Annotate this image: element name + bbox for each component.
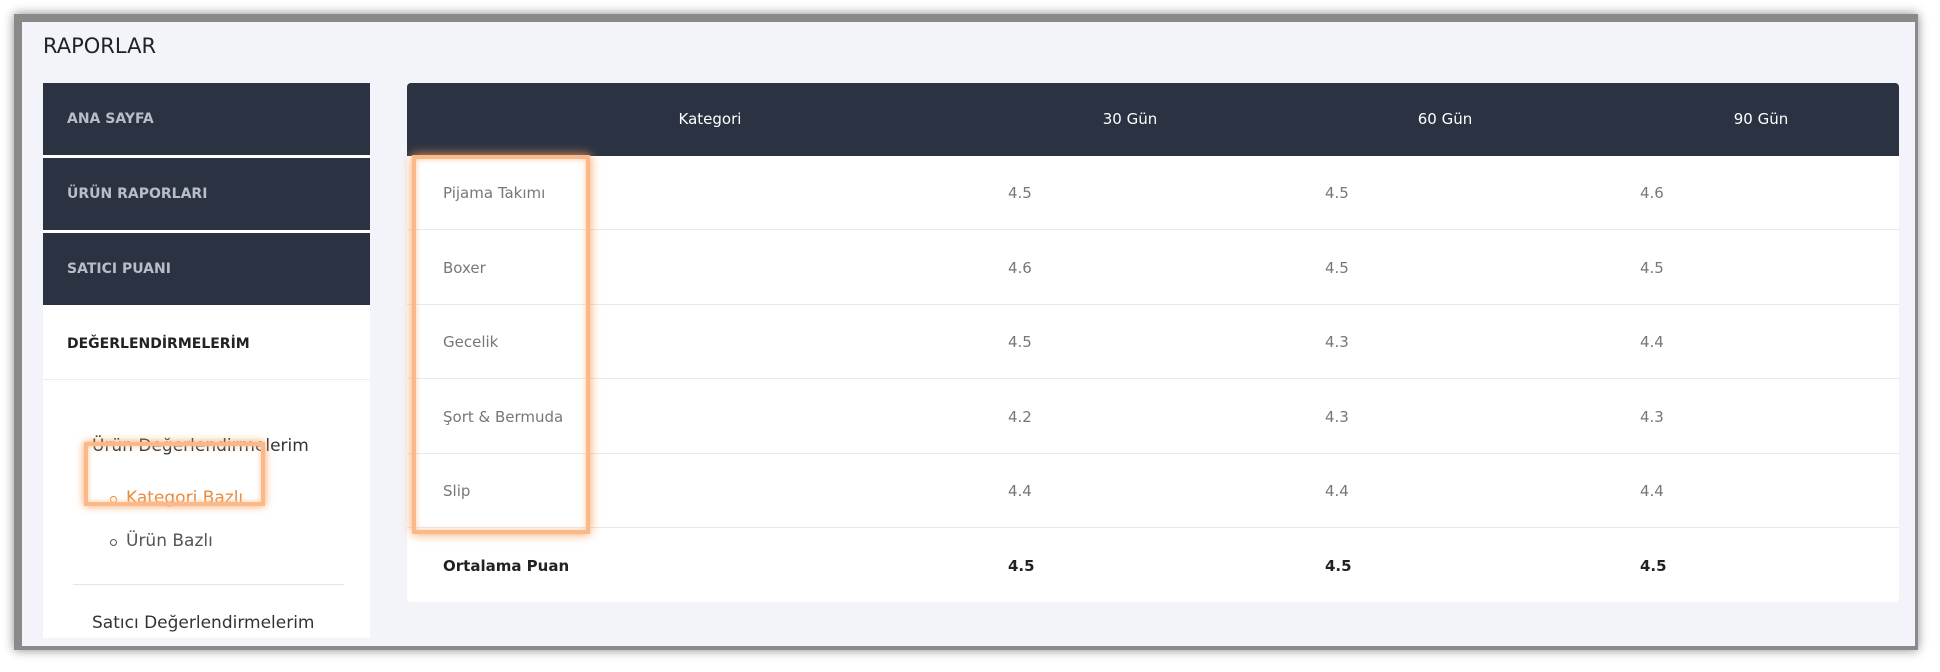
cell: 4.5 — [1008, 333, 1032, 351]
cell: 4.5 — [1325, 258, 1349, 277]
cell: Gecelik — [443, 333, 499, 351]
cell: 4.4 — [1325, 482, 1349, 500]
cell: 4.4 — [1640, 482, 1664, 500]
cell: 4.5 — [1008, 184, 1032, 202]
cell: 4.3 — [1640, 407, 1664, 426]
cell: Slip — [443, 482, 471, 500]
content: RAPORLAR ANA SAYFA ÜRÜN RAPORLARI SATICI P… — [22, 22, 1915, 646]
cell: 4.5 — [1008, 556, 1035, 575]
cell: 4.4 — [1008, 482, 1032, 500]
submenu-link[interactable]: Ürün Bazlı — [126, 531, 213, 551]
table-row: Şort & Bermuda 4.2 4.3 4.3 — [407, 380, 1899, 454]
column-header[interactable]: 30 Gün — [1102, 110, 1158, 128]
table-row: Boxer 4.6 4.5 4.5 — [407, 231, 1899, 305]
divider — [73, 584, 344, 585]
cell: 4.4 — [1640, 333, 1664, 351]
menu-item[interactable]: SATICI PUANI — [43, 233, 370, 305]
highlight — [412, 155, 590, 534]
menu-item[interactable]: ANA SAYFA — [43, 83, 370, 155]
table-row: Slip 4.4 4.4 4.4 — [407, 454, 1899, 528]
column-header[interactable]: 90 Gün — [1733, 110, 1789, 128]
cell: Ortalama Puan — [443, 556, 570, 575]
cell: Pijama Takımı — [443, 184, 546, 202]
cell: 4.3 — [1325, 333, 1349, 351]
cell: 4.5 — [1640, 258, 1664, 277]
table-row: Gecelik 4.5 4.3 4.4 — [407, 305, 1899, 379]
bullet — [110, 539, 117, 546]
menu-item-active[interactable]: DEĞERLENDİRMELERİM — [43, 308, 370, 380]
page-title: RAPORLAR — [43, 34, 157, 58]
column-header[interactable]: 60 Gün — [1417, 110, 1473, 128]
column-header[interactable]: Kategori — [678, 110, 742, 128]
report-table: Kategori 30 Gün 60 Gün 90 Gün Pijama Takımı… — [407, 83, 1899, 602]
table-header: Kategori 30 Gün 60 Gün 90 Gün — [407, 83, 1899, 156]
menu-link[interactable]: Satıcı Değerlendirmelerim — [92, 613, 315, 633]
sidebar: ANA SAYFA ÜRÜN RAPORLARI SATICI PUANI DEĞER… — [43, 83, 370, 638]
cell: 4.5 — [1640, 556, 1667, 575]
submenu-title[interactable]: Ürün Değerlendirmelerim — [92, 436, 309, 456]
cell: 4.5 — [1325, 556, 1352, 575]
menu-item[interactable]: ÜRÜN RAPORLARI — [43, 158, 370, 230]
table-footer: Ortalama Puan 4.5 4.5 4.5 — [407, 529, 1899, 603]
cell: 4.2 — [1008, 407, 1032, 426]
cell: 4.3 — [1325, 407, 1349, 426]
cell: 4.5 — [1325, 184, 1349, 202]
table-row: Pijama Takımı 4.5 4.5 4.6 — [407, 156, 1899, 230]
cell: 4.6 — [1640, 184, 1664, 202]
highlight — [84, 442, 265, 506]
cell: Şort & Bermuda — [443, 407, 564, 426]
cell: 4.6 — [1008, 258, 1032, 277]
cell: Boxer — [443, 258, 486, 277]
